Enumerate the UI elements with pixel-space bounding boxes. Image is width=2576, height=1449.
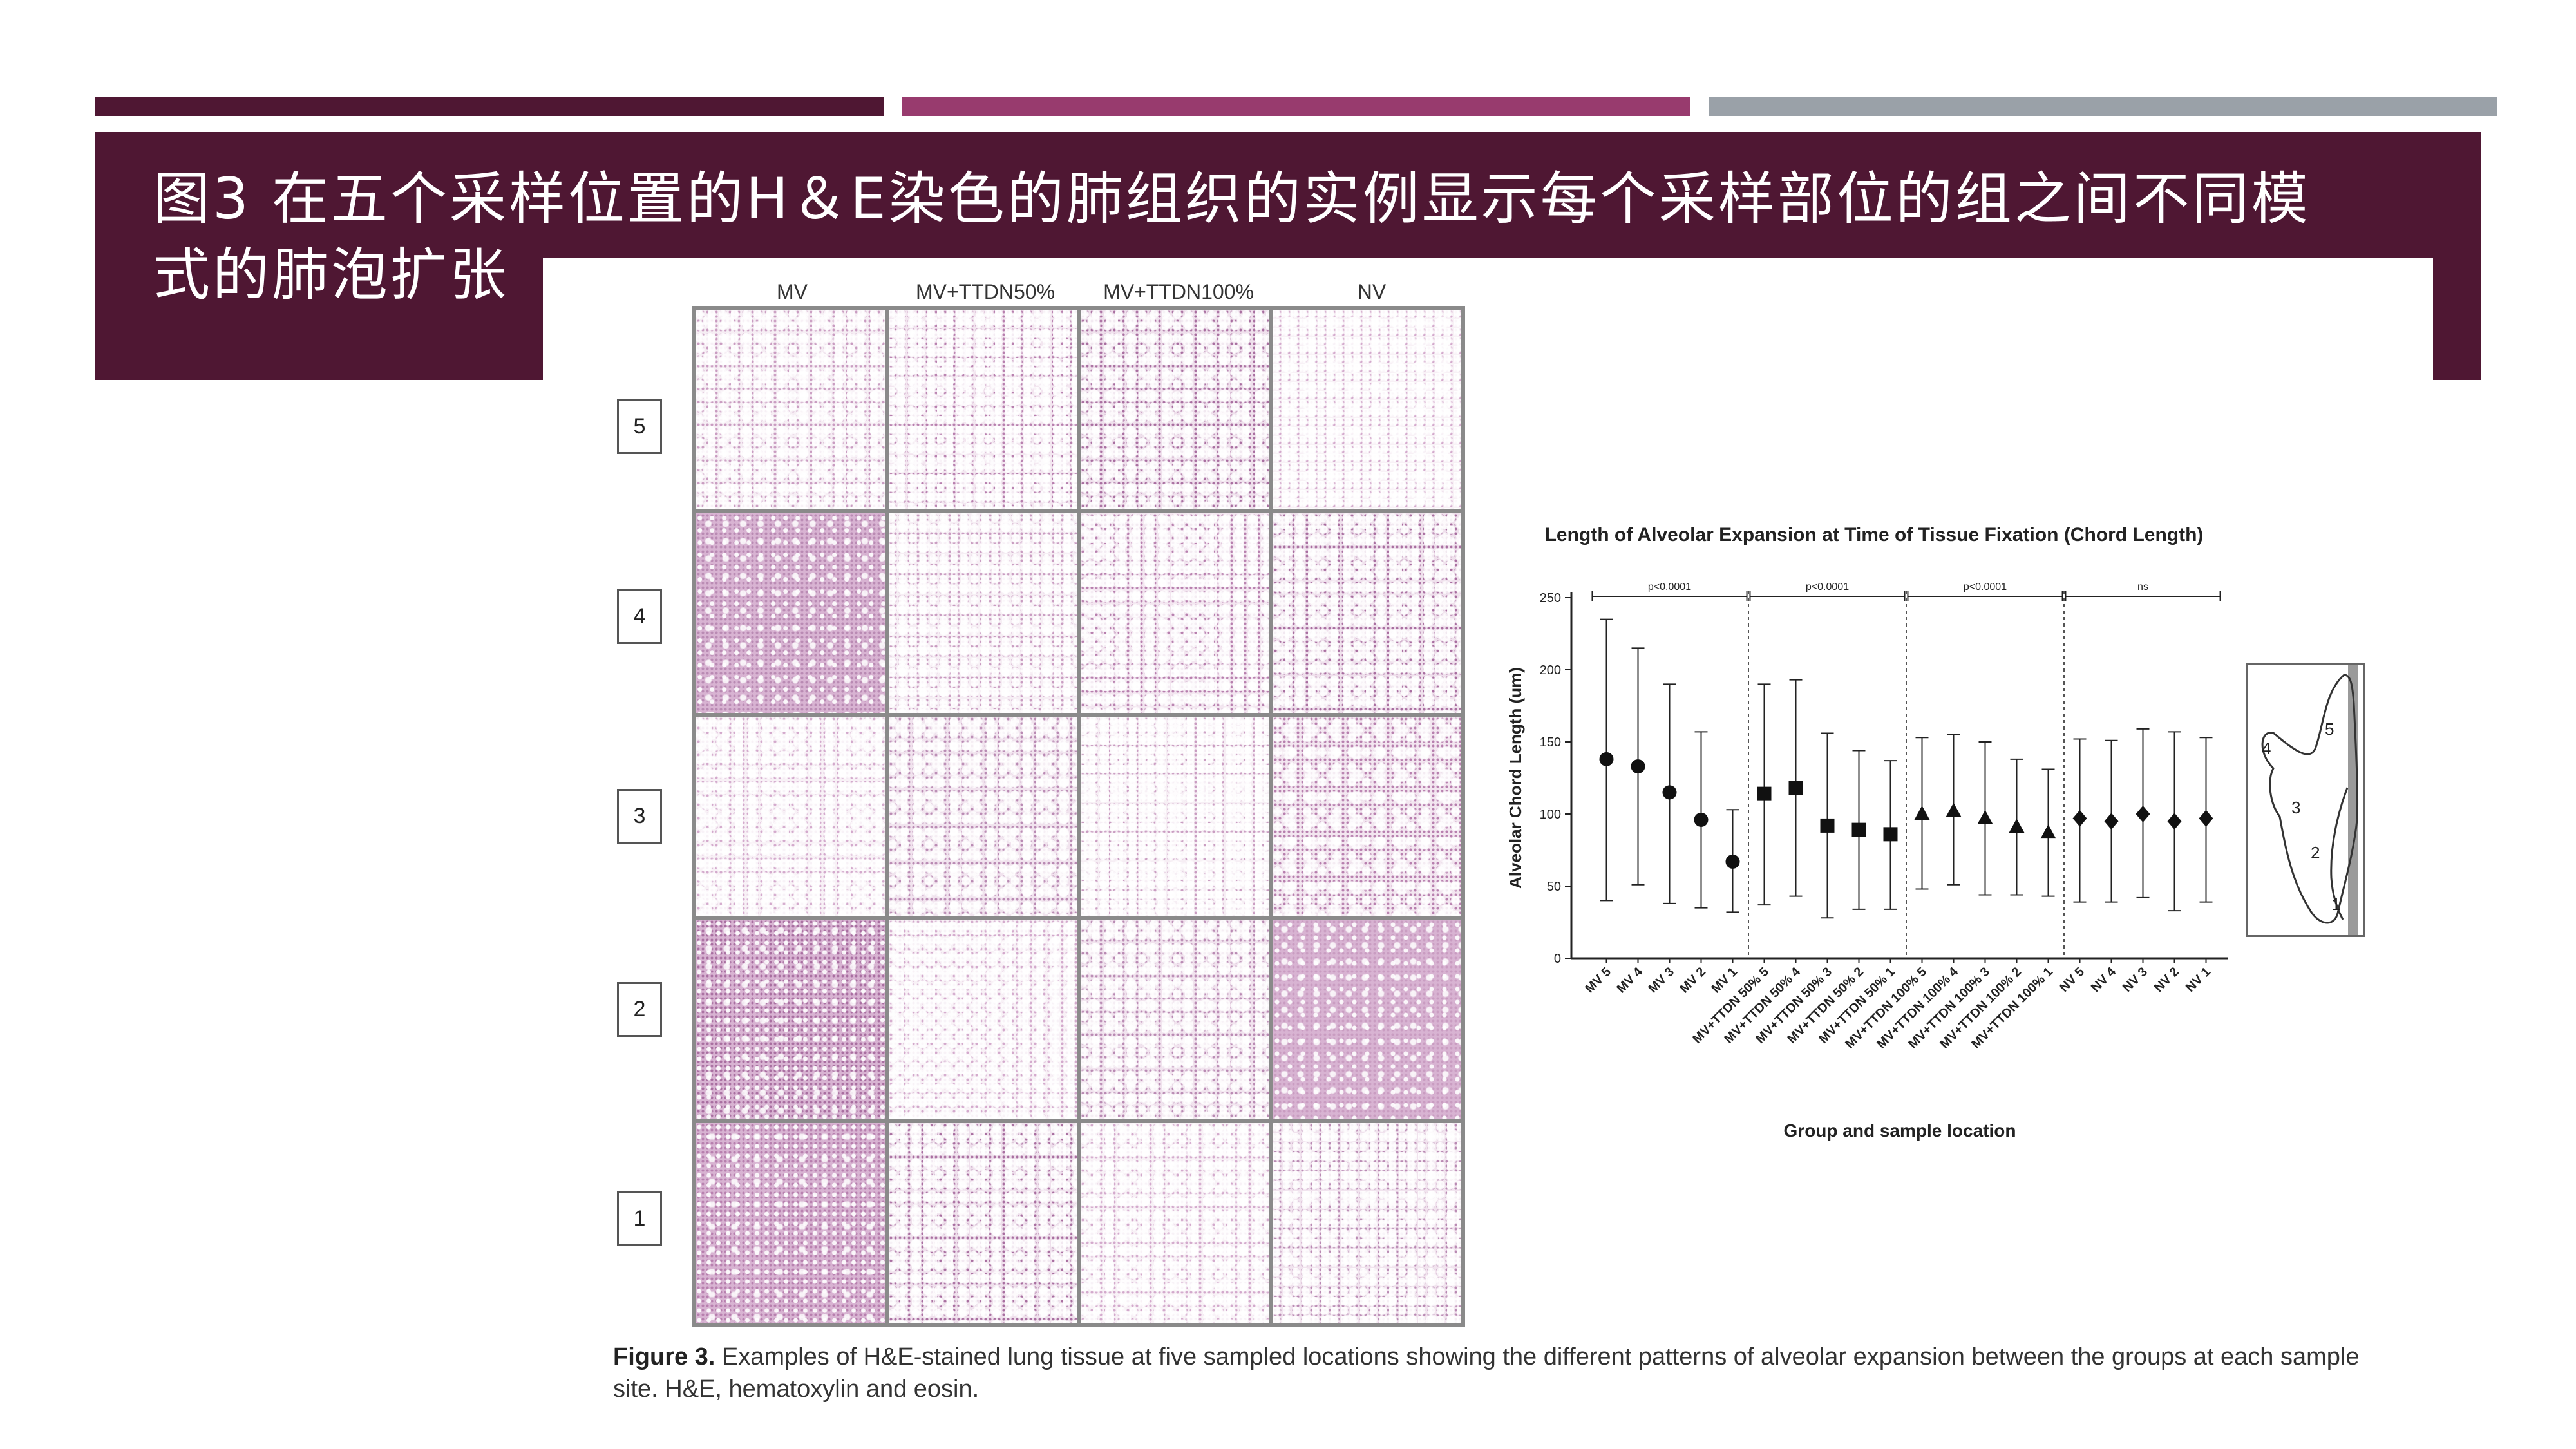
y-tick-label-250: 250	[1540, 591, 1561, 605]
row-label-4: 4	[617, 589, 662, 644]
histology-panel-mv-row-5	[696, 310, 885, 509]
data-point-16	[2104, 813, 2119, 830]
data-point-9	[1883, 827, 1898, 842]
data-point-13	[2009, 819, 2025, 833]
data-point-10	[1914, 806, 1930, 820]
y-tick-label-50: 50	[1547, 880, 1561, 894]
data-point-0	[1599, 752, 1614, 766]
y-tick-label-150: 150	[1540, 735, 1561, 750]
data-point-15	[2072, 810, 2087, 827]
histology-panel-mv-ttdn100--row-4	[1081, 513, 1269, 713]
inset-label-4: 4	[2262, 739, 2271, 758]
data-point-8	[1852, 822, 1866, 837]
data-point-14	[2040, 824, 2056, 839]
row-label-1: 1	[617, 1191, 662, 1246]
histology-panel-mv-row-4	[696, 513, 885, 713]
data-point-11	[1946, 802, 1962, 817]
x-tick-label-19: NV 1	[2183, 965, 2213, 995]
accent-bar-middle	[902, 97, 1690, 116]
x-tick-label-17: NV 3	[2120, 965, 2150, 995]
column-label-nv: NV	[1357, 280, 1387, 303]
inset-label-2: 2	[2311, 843, 2320, 862]
histology-panel-mv-ttdn100--row-2	[1081, 920, 1269, 1120]
row-label-5: 5	[617, 399, 662, 454]
caption-text: Examples of H&E-stained lung tissue at f…	[613, 1343, 2360, 1403]
significance-label-0: p<0.0001	[1648, 582, 1691, 592]
y-tick-label-200: 200	[1540, 663, 1561, 677]
column-label-ttdn50: MV+TTDN50%	[915, 280, 1056, 303]
data-point-3	[1694, 812, 1709, 827]
inset-label-1: 1	[2331, 895, 2340, 914]
histology-panel-mv-row-3	[696, 716, 885, 916]
histology-panel-mv-ttdn50--row-4	[888, 513, 1077, 713]
inset-label-3: 3	[2291, 798, 2300, 817]
y-axis-label: Alveolar Chord Length (um)	[1506, 667, 1525, 889]
x-tick-label-0: MV 5	[1582, 965, 1614, 996]
data-point-7	[1820, 818, 1835, 833]
x-tick-label-3: MV 2	[1677, 965, 1709, 996]
accent-bar-left	[95, 97, 884, 116]
x-tick-label-16: NV 4	[2088, 964, 2119, 995]
chart-title: Length of Alveolar Expansion at Time of …	[1545, 524, 2204, 545]
histology-panel-nv-row-5	[1273, 310, 1461, 509]
slide-title: 图3 在五个采样位置的H＆E染色的肺组织的实例显示每个采样部位的组之间不同模式的…	[153, 166, 2311, 308]
data-point-6	[1788, 781, 1803, 795]
inset-label-5: 5	[2325, 719, 2334, 739]
histology-panel-mv-ttdn50--row-2	[888, 920, 1077, 1120]
x-axis-label: Group and sample location	[1784, 1121, 2016, 1141]
x-tick-label-1: MV 4	[1614, 964, 1645, 996]
histology-panel-mv-row-1	[696, 1123, 885, 1323]
histology-image-grid	[692, 306, 1465, 1327]
data-point-4	[1725, 854, 1740, 869]
data-point-1	[1631, 759, 1645, 774]
y-tick-label-100: 100	[1540, 808, 1561, 822]
accent-bar-right	[1709, 97, 2497, 116]
data-point-17	[2136, 806, 2150, 822]
histology-panel-mv-ttdn100--row-5	[1081, 310, 1269, 509]
histology-panel-mv-ttdn50--row-3	[888, 716, 1077, 916]
caption-label: Figure 3.	[613, 1343, 715, 1370]
figure-caption: Figure 3. Examples of H&E-stained lung t…	[613, 1341, 2391, 1405]
y-tick-label-0: 0	[1554, 952, 1561, 966]
data-point-12	[1977, 810, 1993, 824]
x-tick-label-15: NV 5	[2057, 965, 2087, 995]
significance-label-3: ns	[2137, 582, 2148, 592]
data-point-18	[2167, 813, 2182, 830]
column-label-mv: MV	[777, 280, 808, 303]
lung-sampling-diagram: 5 4 3 2 1	[2246, 663, 2365, 937]
chord-length-chart: Length of Alveolar Expansion at Time of …	[1506, 524, 2228, 1141]
histology-panel-nv-row-2	[1273, 920, 1461, 1120]
histology-panel-mv-row-2	[696, 920, 885, 1120]
x-tick-label-2: MV 3	[1645, 965, 1677, 996]
significance-label-2: p<0.0001	[1964, 582, 2007, 592]
x-tick-label-18: NV 2	[2152, 965, 2182, 995]
histology-panel-nv-row-1	[1273, 1123, 1461, 1323]
histology-panel-mv-ttdn50--row-5	[888, 310, 1077, 509]
data-point-2	[1662, 785, 1677, 800]
column-label-ttdn100: MV+TTDN100%	[1103, 280, 1254, 303]
row-label-2: 2	[617, 982, 662, 1037]
row-label-3: 3	[617, 789, 662, 844]
data-point-19	[2199, 810, 2213, 827]
data-point-5	[1757, 786, 1772, 801]
histology-panel-nv-row-3	[1273, 716, 1461, 916]
histology-panel-mv-ttdn100--row-1	[1081, 1123, 1269, 1323]
significance-label-1: p<0.0001	[1806, 582, 1849, 592]
histology-panel-mv-ttdn100--row-3	[1081, 716, 1269, 916]
histology-panel-nv-row-4	[1273, 513, 1461, 713]
histology-panel-mv-ttdn50--row-1	[888, 1123, 1077, 1323]
